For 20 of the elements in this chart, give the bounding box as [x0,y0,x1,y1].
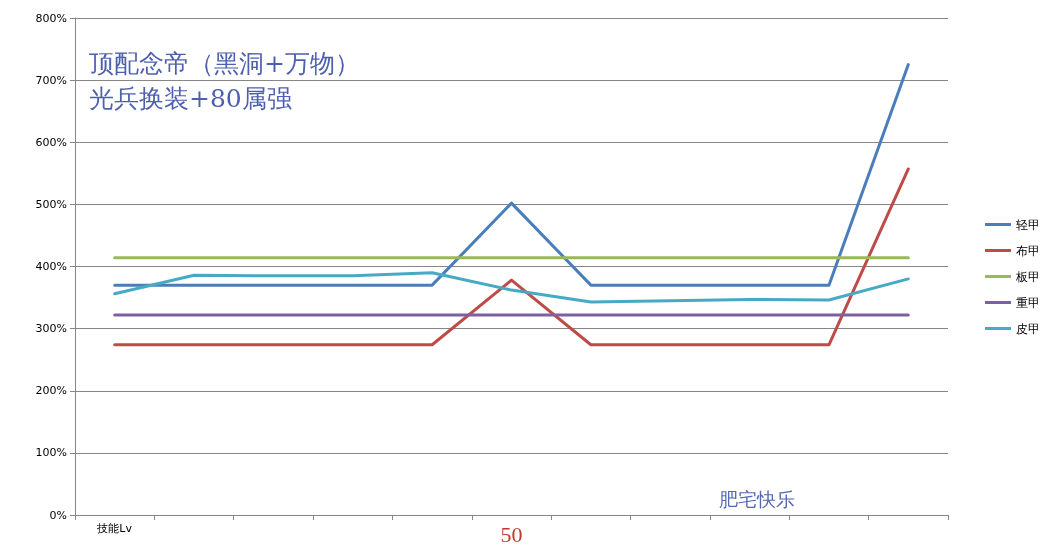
x-tick-label: 50 [500,521,523,547]
legend-label: 皮甲 [1016,321,1040,336]
y-tick-label: 300% [35,322,67,336]
legend-label: 重甲 [1016,295,1040,310]
x-tick-label: 技能Lv [96,522,133,535]
line-series [113,271,910,304]
y-tick-label: 800% [35,11,67,25]
legend-label: 布甲 [1016,243,1040,258]
y-tick-label: 200% [35,384,67,398]
y-tick-label: 400% [35,260,67,273]
y-tick-label: 500% [35,197,67,211]
legend-label: 轻甲 [1016,217,1040,232]
y-tick-label: 0% [49,508,67,522]
y-tick-label: 700% [35,73,67,87]
text: 顶配念帝（黑洞+万物） [89,49,360,78]
annotation: 肥宅快乐 [719,489,795,510]
y-tick-label: 100% [35,446,67,460]
y-tick-label: 600% [35,135,67,149]
text: 光兵换装+80属强 [89,84,292,113]
legend-label: 板甲 [1015,269,1040,284]
